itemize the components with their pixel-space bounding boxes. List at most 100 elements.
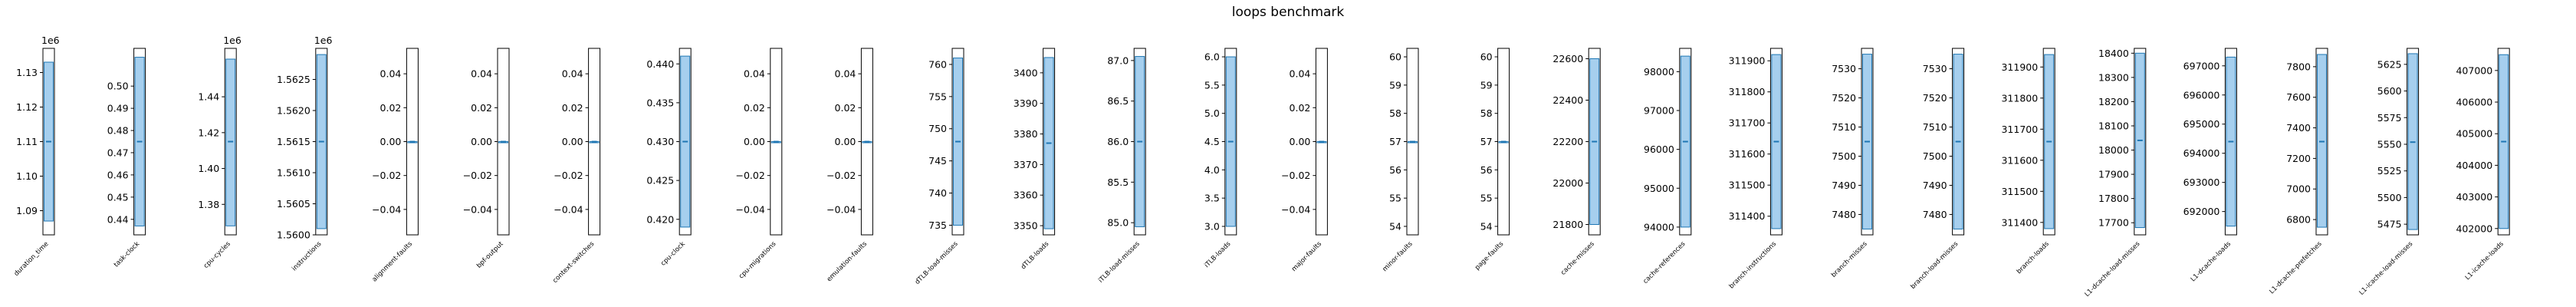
y-tick-label: 22000	[1552, 177, 1583, 189]
y-tick-label: 3350	[1014, 220, 1038, 232]
y-tick-label: 3360	[1014, 190, 1038, 201]
subplot: 54 55 56 57 58 59 60 minor-faults	[1382, 48, 1419, 274]
y-tick-label: 311800	[1729, 86, 1766, 97]
y-tick-label: 0.04	[380, 68, 402, 80]
axes-frame	[1861, 48, 1874, 236]
y-tick-label: 58	[1389, 107, 1401, 119]
y-tick-label: 7500	[1832, 150, 1856, 162]
y-tick-label: 0.00	[744, 136, 765, 147]
y-tick-label: 18300	[2098, 71, 2129, 83]
subplot: 692000 693000 694000 695000 696000 697000 L1-d…	[2183, 48, 2237, 283]
subplot: 0.420 0.425 0.430 0.435 0.440 cpu-clock	[646, 48, 692, 268]
y-tick-label: −0.04	[463, 203, 492, 215]
subplot: 3.0 3.5 4.0 4.5 5.0 5.5 6.0 iTLB-loads	[1203, 48, 1237, 269]
y-tick-label: 17800	[2098, 193, 2129, 204]
y-tick-label: 0.02	[471, 102, 492, 114]
y-tick-label: 55	[1389, 193, 1401, 204]
y-tick-label: 0.02	[744, 102, 765, 114]
y-tick-label: 7400	[2286, 122, 2311, 134]
y-tick-label: 96000	[1644, 144, 1674, 155]
y-tick-label: 693000	[2183, 177, 2220, 188]
y-tick-label: 97000	[1644, 105, 1674, 117]
y-tick-label: 696000	[2183, 89, 2220, 101]
y-tick-label: 85.5	[1107, 177, 1129, 188]
y-tick-label: 0.04	[1290, 68, 1311, 80]
axes-frame	[1043, 48, 1056, 236]
axes-frame	[224, 48, 237, 236]
x-category-label: L1-dcache-prefetches	[2268, 240, 2324, 296]
y-tick-label: −0.02	[1281, 170, 1310, 181]
y-tick-label: 22200	[1552, 136, 1583, 147]
y-tick-label: 18000	[2098, 144, 2129, 156]
y-tick-label: 1.5605	[277, 198, 310, 210]
y-tick-label: 0.00	[1290, 136, 1311, 147]
subplot: 1.38 1.40 1.42 1.44 1e6 cpu-cycles	[198, 35, 241, 270]
y-tick-label: 86.5	[1107, 95, 1129, 107]
subplot: 94000 95000 96000 97000 98000 cache-reference…	[1642, 48, 1692, 286]
y-tick-label: 55	[1480, 193, 1493, 204]
y-tick-label: 697000	[2183, 60, 2220, 71]
y-tick-label: 7500	[1923, 150, 1947, 162]
subplot: 735 740 745 750 755 760 dTLB-load-misses	[914, 48, 964, 286]
y-tick-label: 5575	[2377, 112, 2402, 124]
axes-frame	[1769, 48, 1783, 236]
x-category-label: major-faults	[1290, 240, 1323, 273]
y-tick-label: 5600	[2377, 85, 2402, 97]
y-tick-label: 403000	[2456, 191, 2492, 203]
y-tick-label: 311400	[2001, 216, 2038, 228]
y-tick-label: 760	[928, 58, 947, 70]
axes-frame	[133, 48, 146, 236]
y-tick-label: 311600	[1729, 148, 1766, 160]
y-tick-label: 1.11	[16, 136, 38, 147]
y-tick-label: 0.04	[562, 68, 583, 80]
subplot: 311400 311500 311600 311700 311800 311900 bran…	[2001, 48, 2055, 276]
y-tick-label: 18200	[2098, 96, 2129, 107]
chart-title: loops benchmark	[1231, 5, 1345, 20]
y-tick-label: 0.440	[646, 58, 674, 70]
x-category-label: context-switches	[551, 240, 596, 285]
y-tick-label: 406000	[2456, 97, 2492, 108]
y-tick-label: −0.04	[372, 203, 401, 215]
x-category-label: L1-icache-load-misses	[2358, 240, 2415, 297]
y-tick-label: 0.00	[380, 136, 402, 147]
axes-frame	[2134, 48, 2147, 236]
subplot: −0.04 −0.02 0.00 0.02 0.04 bpf-output	[463, 48, 510, 270]
y-tick-label: 745	[928, 155, 947, 167]
axes-frame	[2224, 48, 2237, 236]
y-tick-label: 407000	[2456, 64, 2492, 76]
subplot: 5475 5500 5525 5550 5575 5600 5625 L1-icache-lo…	[2358, 48, 2420, 297]
y-tick-label: 3.5	[1204, 193, 1220, 204]
y-tick-label: 6.0	[1204, 51, 1220, 63]
y-tick-label: 5625	[2377, 58, 2402, 70]
y-tick-label: 7510	[1923, 121, 1947, 133]
y-tick-label: 1.44	[198, 91, 219, 103]
y-tick-label: 0.49	[107, 103, 129, 114]
y-tick-label: 98000	[1644, 66, 1674, 78]
y-tick-label: 3390	[1014, 97, 1038, 109]
subplot: 1.5600 1.5605 1.5610 1.5615 1.5620 1.5625 1e6 i…	[277, 35, 332, 272]
y-tick-label: 1.40	[198, 163, 219, 174]
axes-frame	[951, 48, 964, 236]
y-tick-label: 311700	[2001, 124, 2038, 135]
y-tick-label: 0.430	[646, 136, 674, 147]
y-tick-label: 22600	[1552, 53, 1583, 64]
axis-offset-label: 1e6	[314, 35, 333, 46]
x-category-label: L1-dcache-load-misses	[2084, 240, 2142, 299]
y-tick-label: 0.02	[1290, 102, 1311, 114]
x-category-label: emulation-faults	[826, 240, 869, 284]
y-tick-label: 7520	[1923, 92, 1947, 104]
y-tick-label: 5550	[2377, 138, 2402, 150]
y-tick-label: 56	[1389, 164, 1401, 176]
y-tick-label: 0.00	[562, 136, 583, 147]
y-tick-label: 58	[1480, 107, 1493, 119]
y-tick-label: 5.5	[1204, 79, 1220, 91]
y-tick-label: 7800	[2286, 61, 2311, 72]
y-tick-label: 87.0	[1107, 54, 1129, 66]
subplot: 17700 17800 17900 18000 18100 18200 18300 18400…	[2084, 48, 2147, 299]
y-tick-label: 0.435	[646, 97, 674, 108]
x-category-label: minor-faults	[1382, 240, 1415, 274]
y-tick-label: 1.10	[16, 170, 38, 182]
y-tick-label: 7510	[1832, 121, 1856, 133]
bar	[225, 58, 236, 226]
